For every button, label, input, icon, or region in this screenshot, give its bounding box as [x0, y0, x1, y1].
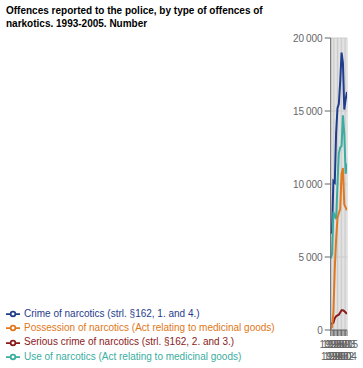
svg-text:2004: 2004 [335, 351, 355, 362]
svg-text:10 000: 10 000 [293, 179, 323, 190]
html-text:narkotics. 1993-2005. Number: narkotics. 1993-2005. Number [6, 18, 148, 29]
svg-text:15 000: 15 000 [293, 106, 323, 117]
html-text:Serious crime of narcotics (st: Serious crime of narcotics (strl. §162, … [24, 336, 235, 348]
html-text:Offences reported to the polic: Offences reported to the police, by type… [6, 5, 263, 16]
svg-text:5 000: 5 000 [298, 252, 323, 263]
svg-text:2005: 2005 [336, 339, 355, 350]
html-text:Possession of narcotics (Act r: Possession of narcotics (Act relating to… [24, 321, 275, 333]
html-text:Crime of narcotics (strl. §162: Crime of narcotics (strl. §162, 1. and 4… [24, 307, 200, 319]
html-text:Use of narcotics (Act relating: Use of narcotics (Act relating to medici… [24, 350, 242, 362]
svg-text:0: 0 [317, 325, 323, 336]
svg-text:20 000: 20 000 [293, 33, 323, 44]
